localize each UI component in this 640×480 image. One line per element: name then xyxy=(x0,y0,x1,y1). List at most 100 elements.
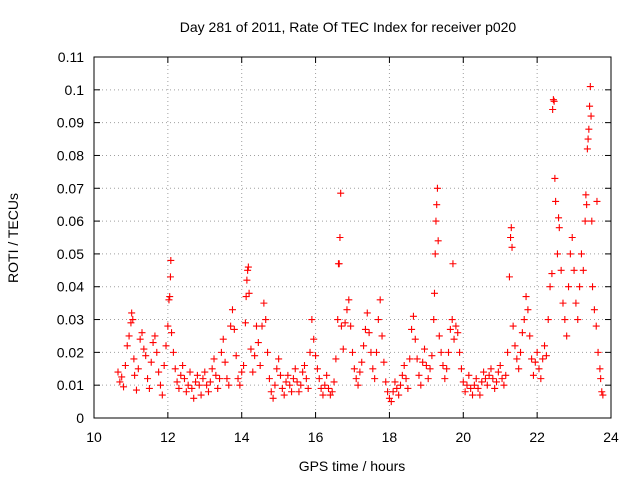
data-point xyxy=(555,224,563,232)
data-point xyxy=(317,384,325,392)
x-tick-label: 10 xyxy=(86,429,102,445)
data-point xyxy=(446,325,454,333)
data-point xyxy=(513,355,521,363)
data-point xyxy=(271,381,279,389)
data-point xyxy=(337,322,345,330)
data-point xyxy=(426,365,434,373)
data-point xyxy=(593,197,601,205)
data-point xyxy=(461,388,469,396)
y-tick-label: 0.1 xyxy=(65,82,85,98)
data-point xyxy=(299,368,307,376)
data-point xyxy=(445,348,453,356)
data-point xyxy=(380,358,388,366)
data-point xyxy=(450,335,458,343)
data-point xyxy=(544,316,552,324)
data-point xyxy=(457,365,465,373)
data-point xyxy=(312,352,320,360)
data-point xyxy=(350,365,358,373)
data-point xyxy=(431,250,439,258)
data-point xyxy=(114,368,122,376)
data-point xyxy=(526,332,534,340)
data-point xyxy=(583,145,591,153)
data-point xyxy=(275,355,283,363)
data-point xyxy=(550,97,558,105)
y-tick-label: 0.06 xyxy=(57,213,84,229)
data-point xyxy=(339,345,347,353)
data-point xyxy=(561,316,569,324)
data-point xyxy=(158,391,166,399)
data-point xyxy=(570,266,578,274)
data-point xyxy=(563,332,571,340)
data-point xyxy=(236,381,244,389)
data-point xyxy=(524,306,532,314)
data-point xyxy=(358,358,366,366)
data-point xyxy=(273,365,281,373)
data-point xyxy=(278,384,286,392)
data-point xyxy=(319,391,327,399)
data-point xyxy=(581,217,589,225)
data-point xyxy=(153,348,161,356)
data-point xyxy=(586,102,594,110)
data-point xyxy=(210,355,218,363)
data-point xyxy=(597,375,605,383)
data-point xyxy=(186,368,194,376)
data-point xyxy=(476,391,484,399)
data-point xyxy=(206,378,214,386)
data-point xyxy=(391,378,399,386)
data-point xyxy=(304,384,312,392)
data-point xyxy=(535,365,543,373)
data-point xyxy=(456,348,464,356)
x-tick-label: 20 xyxy=(455,429,471,445)
data-point xyxy=(140,345,148,353)
data-point xyxy=(164,322,172,330)
data-point xyxy=(587,112,595,120)
data-point xyxy=(395,391,403,399)
data-point xyxy=(363,309,371,317)
data-point xyxy=(411,335,419,343)
data-point xyxy=(216,375,224,383)
data-point xyxy=(221,358,229,366)
data-point xyxy=(260,299,268,307)
data-point xyxy=(502,371,510,379)
data-point xyxy=(552,197,560,205)
data-point xyxy=(417,381,425,389)
data-point xyxy=(496,361,504,369)
data-point xyxy=(234,375,242,383)
data-point xyxy=(265,375,273,383)
data-point xyxy=(531,358,539,366)
x-tick-label: 16 xyxy=(308,429,324,445)
data-point xyxy=(504,348,512,356)
data-point xyxy=(592,322,600,330)
data-point xyxy=(511,342,519,350)
data-point xyxy=(321,381,329,389)
data-point xyxy=(173,378,181,386)
data-point xyxy=(134,365,142,373)
data-point xyxy=(354,381,362,389)
data-point xyxy=(190,394,198,402)
data-point xyxy=(520,316,528,324)
data-point xyxy=(489,375,497,383)
data-point xyxy=(559,299,567,307)
data-point xyxy=(459,378,467,386)
data-point xyxy=(167,256,175,264)
data-point xyxy=(184,381,192,389)
data-point xyxy=(553,250,561,258)
x-tick-label: 14 xyxy=(234,429,250,445)
data-point xyxy=(413,355,421,363)
data-point xyxy=(240,361,248,369)
data-point xyxy=(182,388,190,396)
y-tick-label: 0 xyxy=(76,410,84,426)
data-point xyxy=(291,365,299,373)
y-tick-label: 0.05 xyxy=(57,246,84,262)
data-point xyxy=(313,365,321,373)
data-point xyxy=(199,375,207,383)
data-point xyxy=(293,378,301,386)
data-point xyxy=(508,243,516,251)
data-point xyxy=(566,250,574,258)
data-point xyxy=(282,378,290,386)
data-point xyxy=(373,348,381,356)
data-point xyxy=(214,384,222,392)
data-point xyxy=(428,352,436,360)
data-point xyxy=(175,384,183,392)
data-point xyxy=(118,373,126,381)
